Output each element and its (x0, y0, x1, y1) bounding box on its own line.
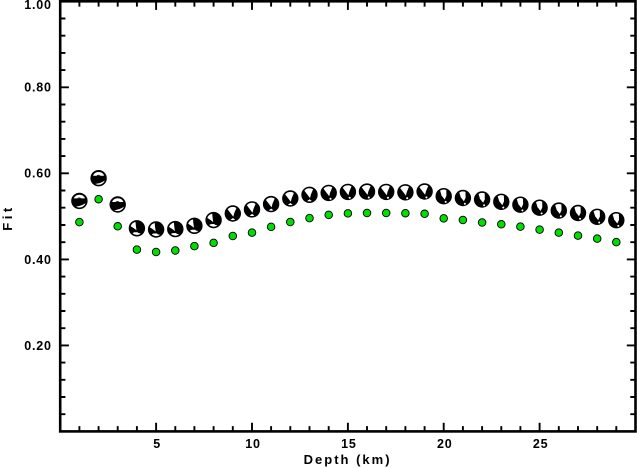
svg-text:Depth (km): Depth (km) (304, 452, 392, 467)
svg-text:0.20: 0.20 (24, 339, 52, 353)
svg-text:0.80: 0.80 (24, 81, 52, 95)
svg-text:Fit: Fit (0, 204, 15, 230)
svg-text:5: 5 (153, 437, 161, 451)
svg-text:0.60: 0.60 (24, 167, 52, 181)
svg-text:10: 10 (245, 437, 261, 451)
svg-text:15: 15 (341, 437, 357, 451)
svg-text:25: 25 (533, 437, 549, 451)
svg-text:0.40: 0.40 (24, 253, 52, 267)
svg-text:1.00: 1.00 (24, 0, 52, 12)
svg-text:20: 20 (437, 437, 453, 451)
